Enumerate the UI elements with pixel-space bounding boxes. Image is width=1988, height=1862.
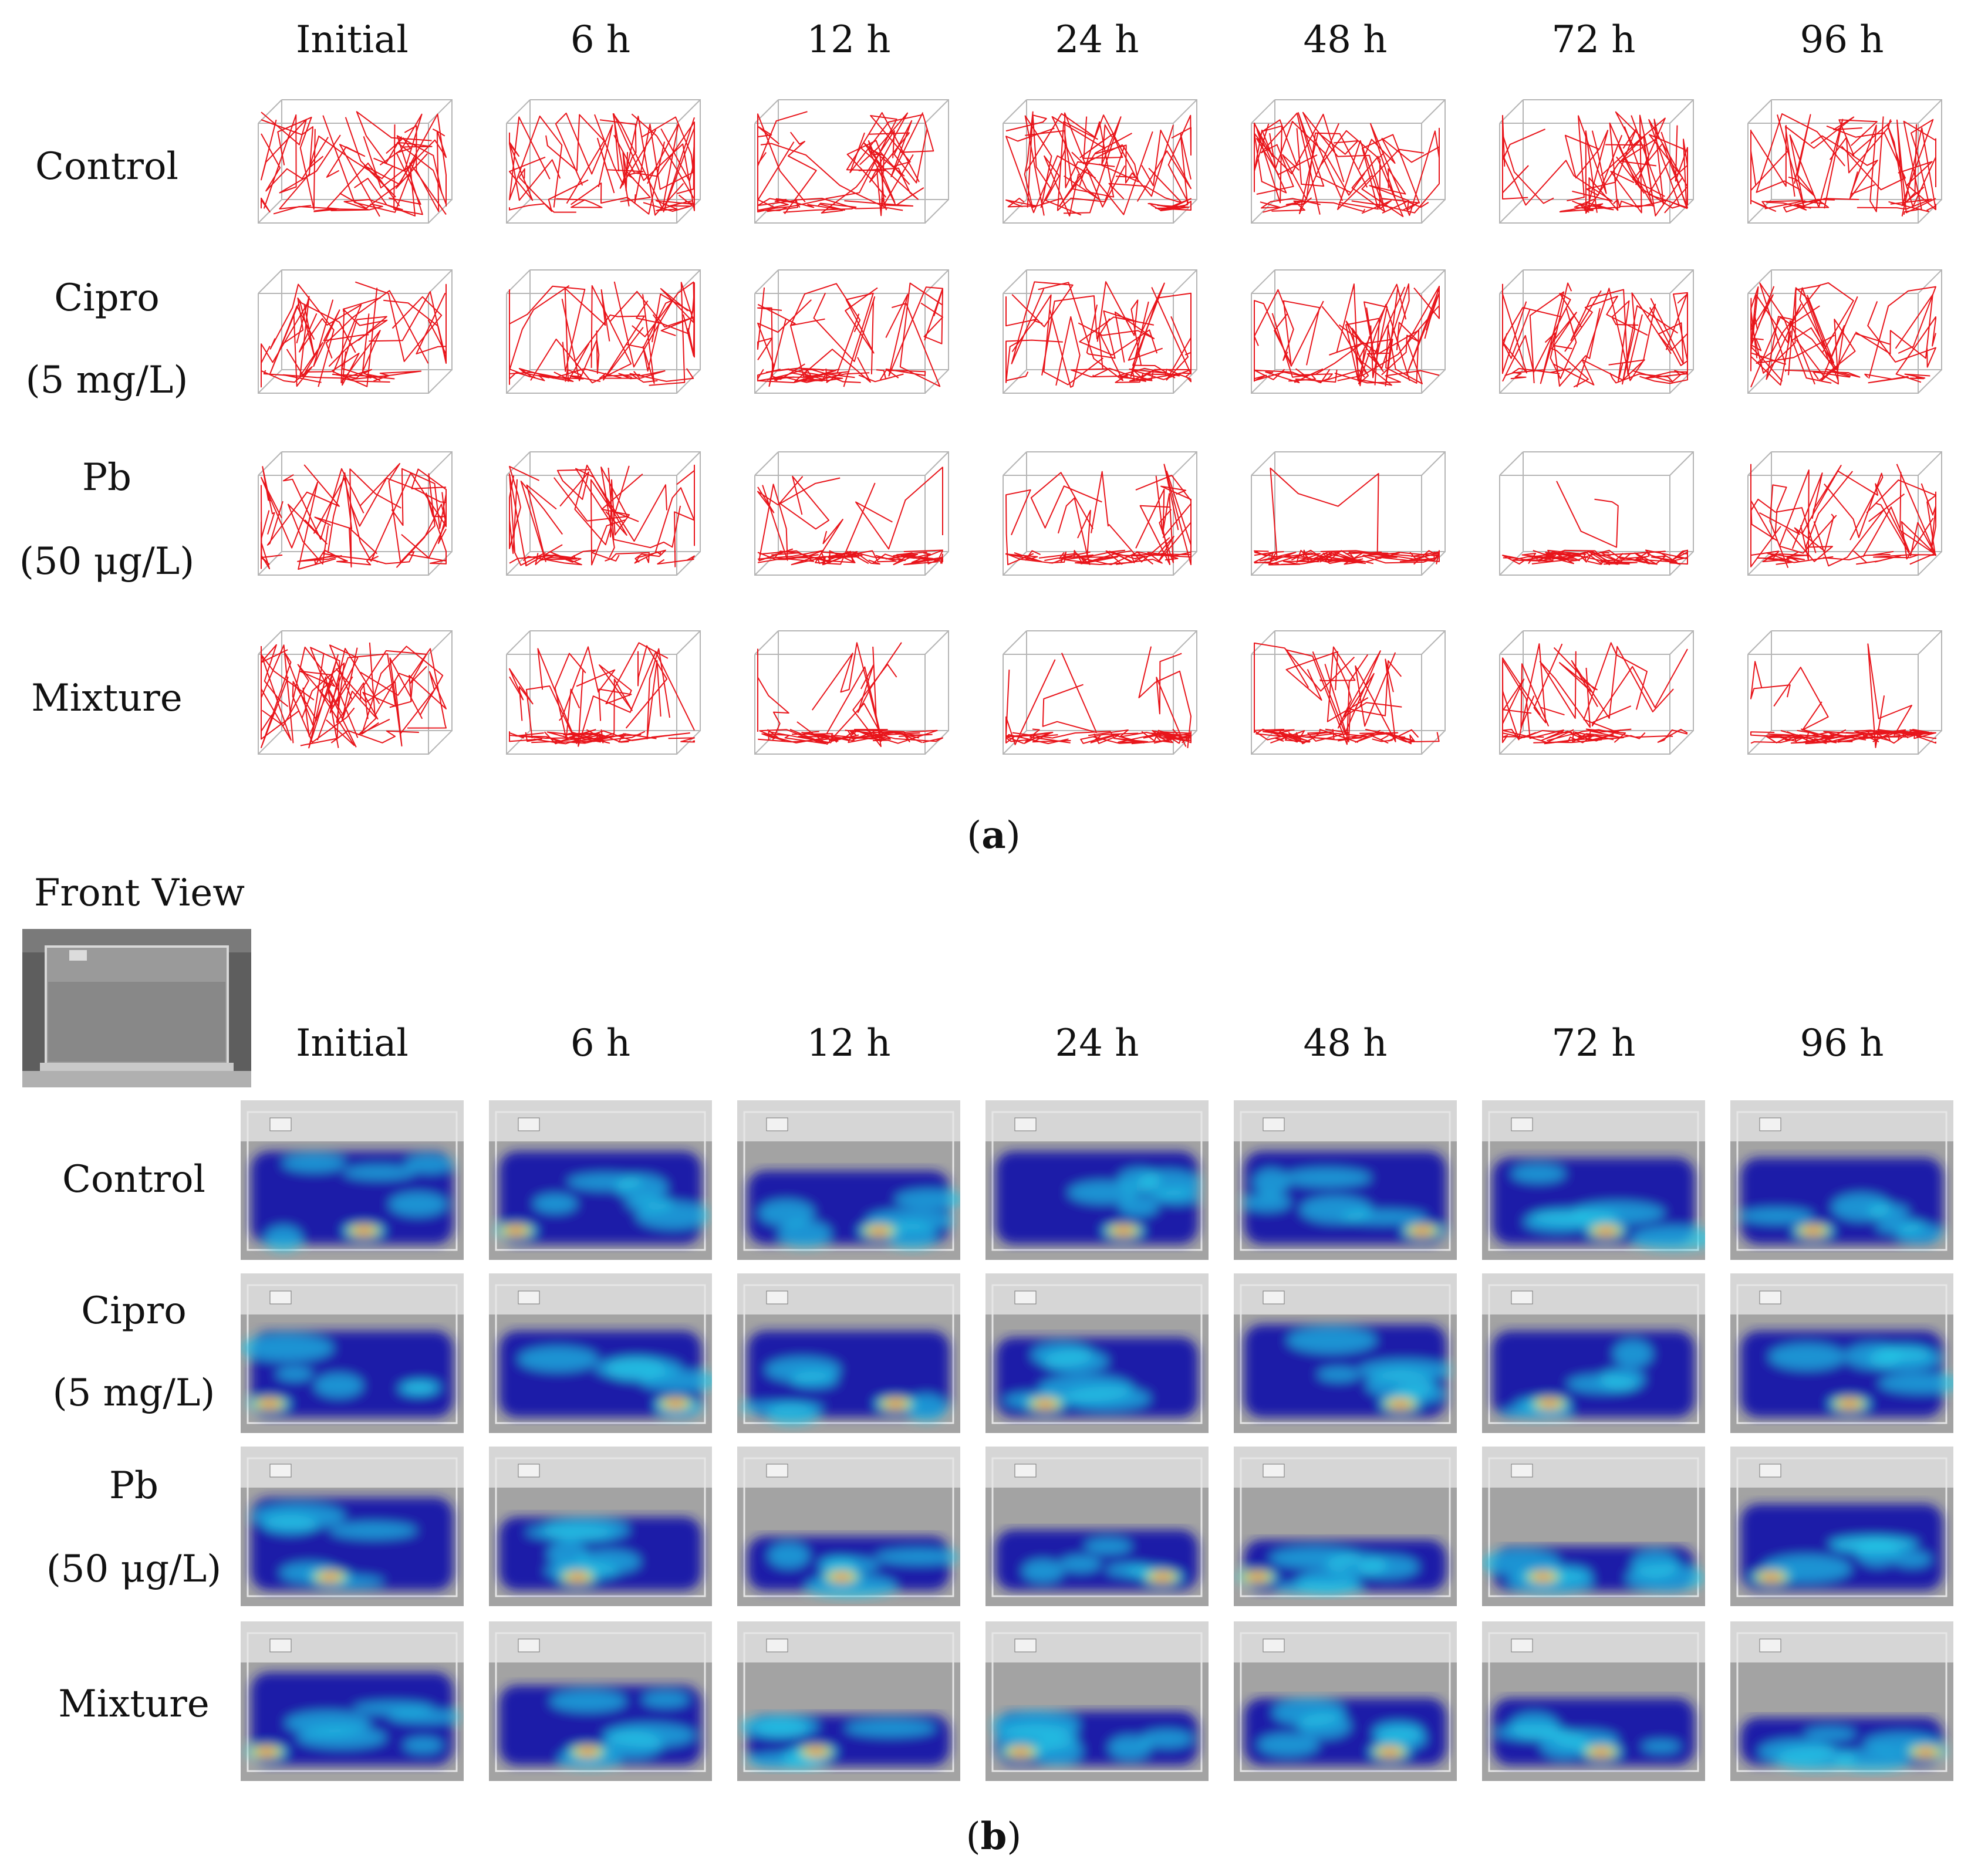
heatmap-plot-0-5 [1482,1100,1705,1260]
heatmap-plot-3-6 [1730,1621,1953,1781]
trajectory-plot-3-0 [258,630,453,755]
heatmap-plot-2-2 [737,1447,960,1606]
trajectory-plot-2-6 [1747,451,1942,576]
row-label-cipro-a: Cipro [54,276,160,320]
column-header-panel_b-1: 6 h [570,1022,631,1065]
heatmap-plot-3-1 [489,1621,712,1781]
heatmap-plot-1-0 [241,1273,464,1433]
trajectory-plot-0-6 [1747,99,1942,224]
heatmap-plot-3-4 [1234,1621,1457,1781]
column-header-panel_a-2: 12 h [806,18,891,62]
trajectory-plot-0-3 [1003,99,1197,224]
heatmap-plot-3-5 [1482,1621,1705,1781]
trajectory-plot-2-4 [1251,451,1446,576]
heatmap-plot-1-4 [1234,1273,1457,1433]
trajectory-plot-3-5 [1499,630,1694,755]
trajectory-plot-0-2 [754,99,949,224]
column-header-panel_b-3: 24 h [1055,1022,1139,1065]
heatmap-plot-0-1 [489,1100,712,1260]
heatmap-plot-1-6 [1730,1273,1953,1433]
trajectory-plot-0-1 [506,99,701,224]
trajectory-plot-0-5 [1499,99,1694,224]
heatmap-plot-0-0 [241,1100,464,1260]
panel-b-label: (b) [966,1814,1022,1858]
trajectory-plot-1-4 [1251,269,1446,394]
column-header-panel_b-4: 48 h [1303,1022,1388,1065]
heatmap-plot-1-5 [1482,1273,1705,1433]
column-header-panel_a-3: 24 h [1055,18,1139,62]
heatmap-plot-1-1 [489,1273,712,1433]
heatmap-plot-0-6 [1730,1100,1953,1260]
heatmap-plot-2-0 [241,1447,464,1606]
panel-a-label: (a) [967,813,1021,857]
heatmap-plot-3-3 [985,1621,1209,1781]
trajectory-plot-3-6 [1747,630,1942,755]
heatmap-plot-2-6 [1730,1447,1953,1606]
row-conc-pb-a: (50 μg/L) [19,540,195,583]
trajectory-plot-1-0 [258,269,453,394]
row-label-cipro-b: Cipro [81,1289,187,1333]
trajectory-plot-3-4 [1251,630,1446,755]
heatmap-plot-1-2 [737,1273,960,1433]
column-header-panel_b-5: 72 h [1551,1022,1636,1065]
row-conc-cipro-b: (5 mg/L) [52,1371,215,1415]
row-label-pb-b: Pb [109,1464,159,1508]
trajectory-plot-0-0 [258,99,453,224]
heatmap-plot-2-1 [489,1447,712,1606]
heatmap-plot-0-2 [737,1100,960,1260]
trajectory-plot-1-2 [754,269,949,394]
trajectory-plot-2-3 [1003,451,1197,576]
heatmap-plot-0-4 [1234,1100,1457,1260]
trajectory-plot-3-3 [1003,630,1197,755]
column-header-panel_a-1: 6 h [570,18,631,62]
row-label-control-b: Control [62,1158,206,1201]
row-label-pb-a: Pb [82,456,132,499]
trajectory-plot-0-4 [1251,99,1446,224]
column-header-panel_b-6: 96 h [1800,1022,1884,1065]
heatmap-plot-2-3 [985,1447,1209,1606]
trajectory-plot-1-5 [1499,269,1694,394]
column-header-panel_b-0: Initial [296,1022,409,1065]
row-label-mixture-b: Mixture [58,1682,210,1726]
heatmap-plot-2-4 [1234,1447,1457,1606]
trajectory-plot-1-6 [1747,269,1942,394]
trajectory-plot-2-5 [1499,451,1694,576]
column-header-panel_a-4: 48 h [1303,18,1388,62]
trajectory-plot-1-3 [1003,269,1197,394]
heatmap-plot-3-0 [241,1621,464,1781]
trajectory-plot-1-1 [506,269,701,394]
trajectory-plot-3-2 [754,630,949,755]
heatmap-plot-3-2 [737,1621,960,1781]
column-header-panel_a-5: 72 h [1551,18,1636,62]
front-view-tank-photo [22,929,251,1087]
trajectory-plot-2-1 [506,451,701,576]
row-conc-cipro-a: (5 mg/L) [25,359,188,402]
column-header-panel_a-0: Initial [296,18,409,62]
front-view-label: Front View [34,871,245,915]
trajectory-plot-2-0 [258,451,453,576]
trajectory-plot-2-2 [754,451,949,576]
trajectory-plot-3-1 [506,630,701,755]
heatmap-plot-1-3 [985,1273,1209,1433]
row-label-mixture-a: Mixture [31,677,183,720]
heatmap-plot-2-5 [1482,1447,1705,1606]
heatmap-plot-0-3 [985,1100,1209,1260]
column-header-panel_a-6: 96 h [1800,18,1884,62]
row-conc-pb-b: (50 μg/L) [46,1547,222,1591]
row-label-control-a: Control [35,145,179,188]
column-header-panel_b-2: 12 h [806,1022,891,1065]
